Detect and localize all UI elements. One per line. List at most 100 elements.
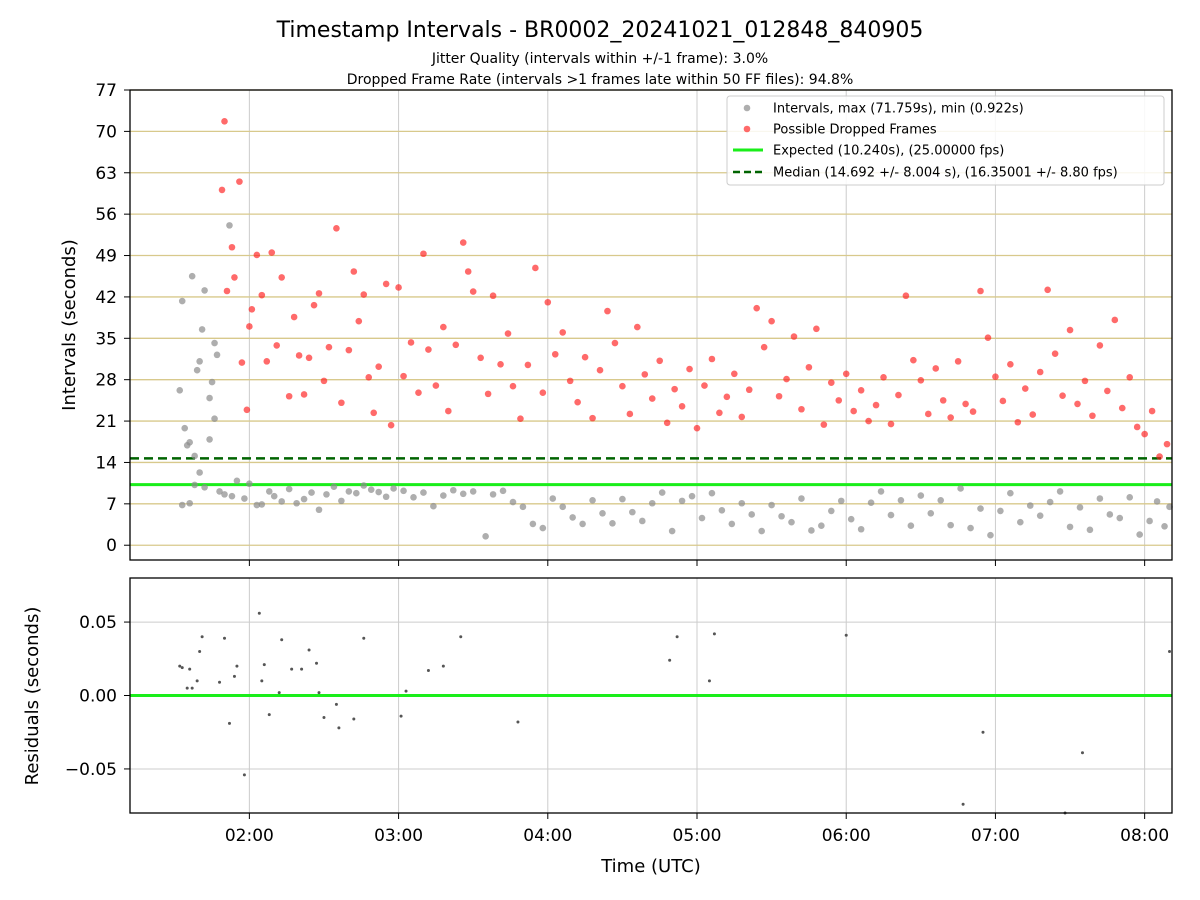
- dropped-frame-point: [326, 344, 333, 351]
- residual-point: [263, 663, 266, 666]
- residual-point: [516, 720, 519, 723]
- dropped-frame-point: [858, 387, 865, 394]
- residual-point: [223, 637, 226, 640]
- residual-point: [962, 803, 965, 806]
- residual-point: [188, 668, 191, 671]
- residual-point: [235, 665, 238, 668]
- interval-point: [818, 522, 825, 529]
- dropped-frame-point: [1059, 392, 1066, 399]
- interval-point: [196, 469, 203, 476]
- interval-point: [189, 273, 196, 280]
- interval-point: [346, 488, 353, 495]
- x-tick-label: 07:00: [971, 826, 1020, 846]
- residual-point: [308, 648, 311, 651]
- dropped-frame-point: [567, 378, 574, 385]
- dropped-frame-point: [985, 334, 992, 341]
- interval-point: [490, 491, 497, 498]
- residual-point: [337, 726, 340, 729]
- interval-point: [957, 485, 964, 492]
- dropped-frame-point: [333, 225, 340, 232]
- interval-point: [1077, 504, 1084, 511]
- residual-point: [459, 635, 462, 638]
- interval-point: [301, 496, 308, 503]
- interval-point: [410, 494, 417, 501]
- interval-point: [699, 515, 706, 522]
- residual-point: [196, 679, 199, 682]
- dropped-frame-point: [452, 342, 459, 349]
- intervals-y-tick-label: 77: [95, 81, 117, 101]
- dropped-frame-point: [415, 389, 422, 396]
- interval-point: [201, 287, 208, 294]
- dropped-frame-point: [947, 414, 954, 421]
- intervals-y-axis-label: Intervals (seconds): [59, 239, 80, 411]
- dropped-frame-point: [301, 391, 308, 398]
- interval-point: [659, 489, 666, 496]
- dropped-frame-point: [383, 281, 390, 288]
- dropped-frame-point: [246, 323, 253, 330]
- dropped-frame-point: [395, 284, 402, 291]
- interval-point: [520, 503, 527, 510]
- interval-point: [1027, 502, 1034, 509]
- interval-point: [323, 491, 330, 498]
- residual-point: [427, 669, 430, 672]
- dropped-frame-point: [761, 344, 768, 351]
- interval-point: [286, 486, 293, 493]
- chart-title: Timestamp Intervals - BR0002_20241021_01…: [276, 18, 924, 43]
- interval-point: [738, 500, 745, 507]
- dropped-frame-point: [738, 414, 745, 421]
- dropped-frame-point: [490, 292, 497, 299]
- dropped-frame-point: [445, 408, 452, 415]
- interval-point: [390, 485, 397, 492]
- residual-point: [218, 681, 221, 684]
- residual-point: [676, 635, 679, 638]
- residual-point: [300, 668, 303, 671]
- interval-point: [199, 326, 206, 333]
- residual-point: [315, 662, 318, 665]
- dropped-frame-point: [1141, 431, 1148, 438]
- dropped-frame-point: [552, 351, 559, 358]
- dropped-frame-point: [375, 363, 382, 370]
- interval-point: [206, 436, 213, 443]
- dropped-frame-point: [273, 342, 280, 349]
- intervals-y-tick-label: 63: [95, 164, 117, 184]
- dropped-frame-point: [619, 383, 626, 390]
- interval-point: [179, 502, 186, 509]
- residual-point: [708, 679, 711, 682]
- interval-point: [176, 387, 183, 394]
- interval-point: [908, 522, 915, 529]
- interval-point: [221, 491, 228, 498]
- interval-point: [226, 222, 233, 229]
- residual-point: [233, 675, 236, 678]
- dropped-frame-point: [776, 393, 783, 400]
- dropped-frame-point: [470, 288, 477, 295]
- dropped-frame-point: [316, 290, 323, 297]
- residual-point: [191, 687, 194, 690]
- interval-point: [194, 367, 201, 374]
- dropped-frame-point: [940, 397, 947, 404]
- dropped-frame-point: [505, 330, 512, 337]
- interval-point: [209, 379, 216, 386]
- interval-point: [937, 497, 944, 504]
- dropped-frame-point: [370, 409, 377, 416]
- interval-point: [878, 488, 885, 495]
- interval-point: [619, 496, 626, 503]
- interval-point: [838, 498, 845, 505]
- interval-point: [918, 492, 925, 499]
- residual-point: [845, 634, 848, 637]
- dropped-frame-point: [355, 318, 362, 325]
- dropped-frame-point: [604, 308, 611, 315]
- dropped-frame-point: [828, 379, 835, 386]
- dropped-frame-point: [544, 299, 551, 306]
- dropped-frame-point: [224, 288, 231, 295]
- dropped-frame-point: [1007, 361, 1014, 368]
- x-axis-label: Time (UTC): [600, 856, 701, 877]
- interval-point: [338, 498, 345, 505]
- interval-point: [599, 510, 606, 517]
- x-tick-label: 05:00: [673, 826, 722, 846]
- interval-point: [400, 488, 407, 495]
- dropped-frame-point: [1149, 408, 1156, 415]
- dropped-frame-point: [612, 340, 619, 347]
- dropped-frame-point: [254, 252, 261, 259]
- dropped-frame-point: [338, 399, 345, 406]
- interval-point: [460, 490, 467, 497]
